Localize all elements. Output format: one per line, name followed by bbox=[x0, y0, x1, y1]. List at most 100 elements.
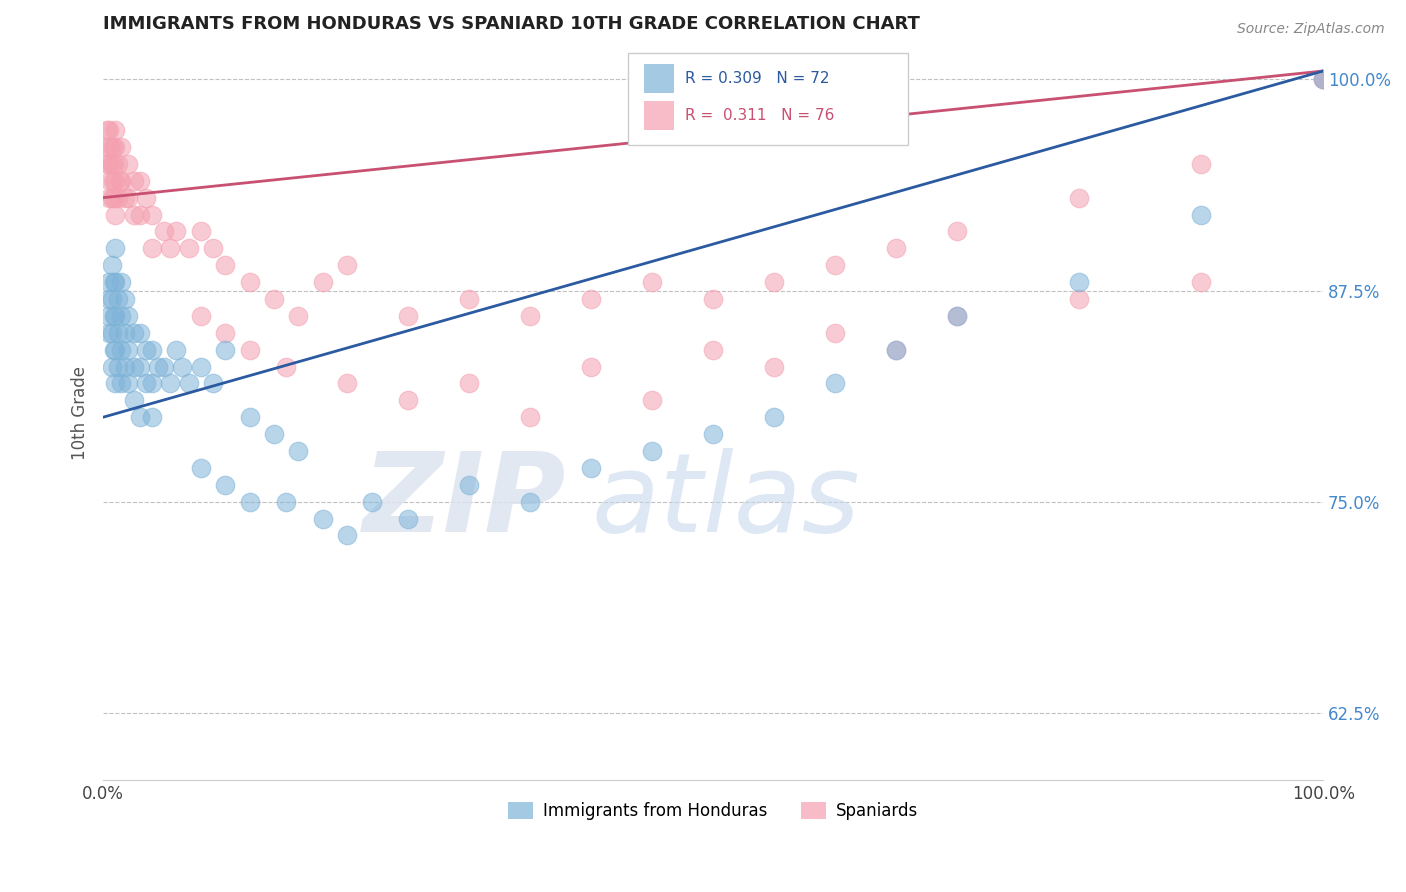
Point bbox=[100, 191, 122, 205]
Text: IMMIGRANTS FROM HONDURAS VS SPANIARD 10TH GRADE CORRELATION CHART: IMMIGRANTS FROM HONDURAS VS SPANIARD 10T… bbox=[103, 15, 920, 33]
Point bbox=[141, 410, 163, 425]
Point bbox=[101, 140, 124, 154]
Point bbox=[884, 343, 907, 357]
Point bbox=[396, 393, 419, 408]
Point bbox=[141, 376, 163, 391]
Point bbox=[98, 191, 121, 205]
Point bbox=[104, 174, 127, 188]
Point bbox=[214, 477, 236, 491]
Point bbox=[101, 174, 124, 188]
Point bbox=[135, 343, 157, 357]
Point bbox=[201, 376, 224, 391]
Point bbox=[190, 309, 212, 323]
Point bbox=[103, 309, 125, 323]
Point bbox=[396, 511, 419, 525]
Point bbox=[117, 376, 139, 391]
Point bbox=[104, 309, 127, 323]
Point bbox=[824, 326, 846, 340]
Point bbox=[336, 258, 359, 272]
Point bbox=[884, 241, 907, 255]
Point bbox=[238, 410, 260, 425]
Point bbox=[104, 376, 127, 391]
Point bbox=[312, 275, 335, 289]
Point bbox=[1189, 157, 1212, 171]
Point bbox=[104, 275, 127, 289]
Point bbox=[214, 258, 236, 272]
Point bbox=[135, 376, 157, 391]
Point bbox=[238, 275, 260, 289]
Point bbox=[153, 359, 176, 374]
Point bbox=[100, 359, 122, 374]
Point bbox=[104, 123, 127, 137]
Point bbox=[1189, 208, 1212, 222]
Point bbox=[104, 241, 127, 255]
Point bbox=[97, 140, 120, 154]
Point bbox=[276, 359, 298, 374]
Point bbox=[1189, 275, 1212, 289]
Point bbox=[702, 292, 724, 306]
Point bbox=[763, 410, 786, 425]
Text: atlas: atlas bbox=[591, 448, 859, 555]
Point bbox=[238, 494, 260, 508]
Point bbox=[263, 292, 285, 306]
Point bbox=[128, 208, 150, 222]
Point bbox=[519, 410, 541, 425]
Point bbox=[177, 376, 200, 391]
Point bbox=[763, 359, 786, 374]
Point bbox=[214, 326, 236, 340]
Point bbox=[117, 191, 139, 205]
Point bbox=[1069, 191, 1091, 205]
Point bbox=[824, 376, 846, 391]
Point bbox=[100, 292, 122, 306]
Point bbox=[103, 191, 125, 205]
Point bbox=[153, 224, 176, 238]
Point bbox=[276, 494, 298, 508]
Point bbox=[287, 444, 309, 458]
Point bbox=[141, 241, 163, 255]
Point bbox=[519, 309, 541, 323]
Point bbox=[100, 326, 122, 340]
Point bbox=[458, 292, 481, 306]
Point bbox=[128, 326, 150, 340]
Point bbox=[122, 208, 145, 222]
Point bbox=[702, 343, 724, 357]
Point bbox=[702, 427, 724, 442]
Point bbox=[128, 359, 150, 374]
Point bbox=[103, 343, 125, 357]
FancyBboxPatch shape bbox=[644, 101, 673, 130]
Point bbox=[214, 343, 236, 357]
Point bbox=[110, 309, 132, 323]
Point bbox=[128, 174, 150, 188]
Point bbox=[763, 275, 786, 289]
Point bbox=[107, 157, 129, 171]
Point bbox=[1312, 72, 1334, 87]
Point bbox=[396, 309, 419, 323]
Point bbox=[114, 292, 136, 306]
Point bbox=[110, 140, 132, 154]
Text: ZIP: ZIP bbox=[363, 448, 567, 555]
Point bbox=[128, 410, 150, 425]
Point bbox=[98, 292, 121, 306]
Point bbox=[190, 461, 212, 475]
Legend: Immigrants from Honduras, Spaniards: Immigrants from Honduras, Spaniards bbox=[502, 796, 925, 827]
Text: R =  0.311   N = 76: R = 0.311 N = 76 bbox=[685, 108, 834, 123]
Point bbox=[824, 258, 846, 272]
Point bbox=[336, 376, 359, 391]
Point bbox=[122, 359, 145, 374]
Point bbox=[98, 326, 121, 340]
Point bbox=[98, 275, 121, 289]
Point bbox=[117, 343, 139, 357]
Point bbox=[1312, 72, 1334, 87]
Point bbox=[946, 224, 969, 238]
Point bbox=[117, 157, 139, 171]
Point bbox=[107, 359, 129, 374]
Y-axis label: 10th Grade: 10th Grade bbox=[72, 366, 89, 460]
Point bbox=[141, 343, 163, 357]
Point bbox=[110, 376, 132, 391]
Point bbox=[114, 326, 136, 340]
Point bbox=[98, 123, 121, 137]
Point bbox=[100, 157, 122, 171]
Point bbox=[1069, 275, 1091, 289]
Point bbox=[117, 309, 139, 323]
Point bbox=[190, 359, 212, 374]
